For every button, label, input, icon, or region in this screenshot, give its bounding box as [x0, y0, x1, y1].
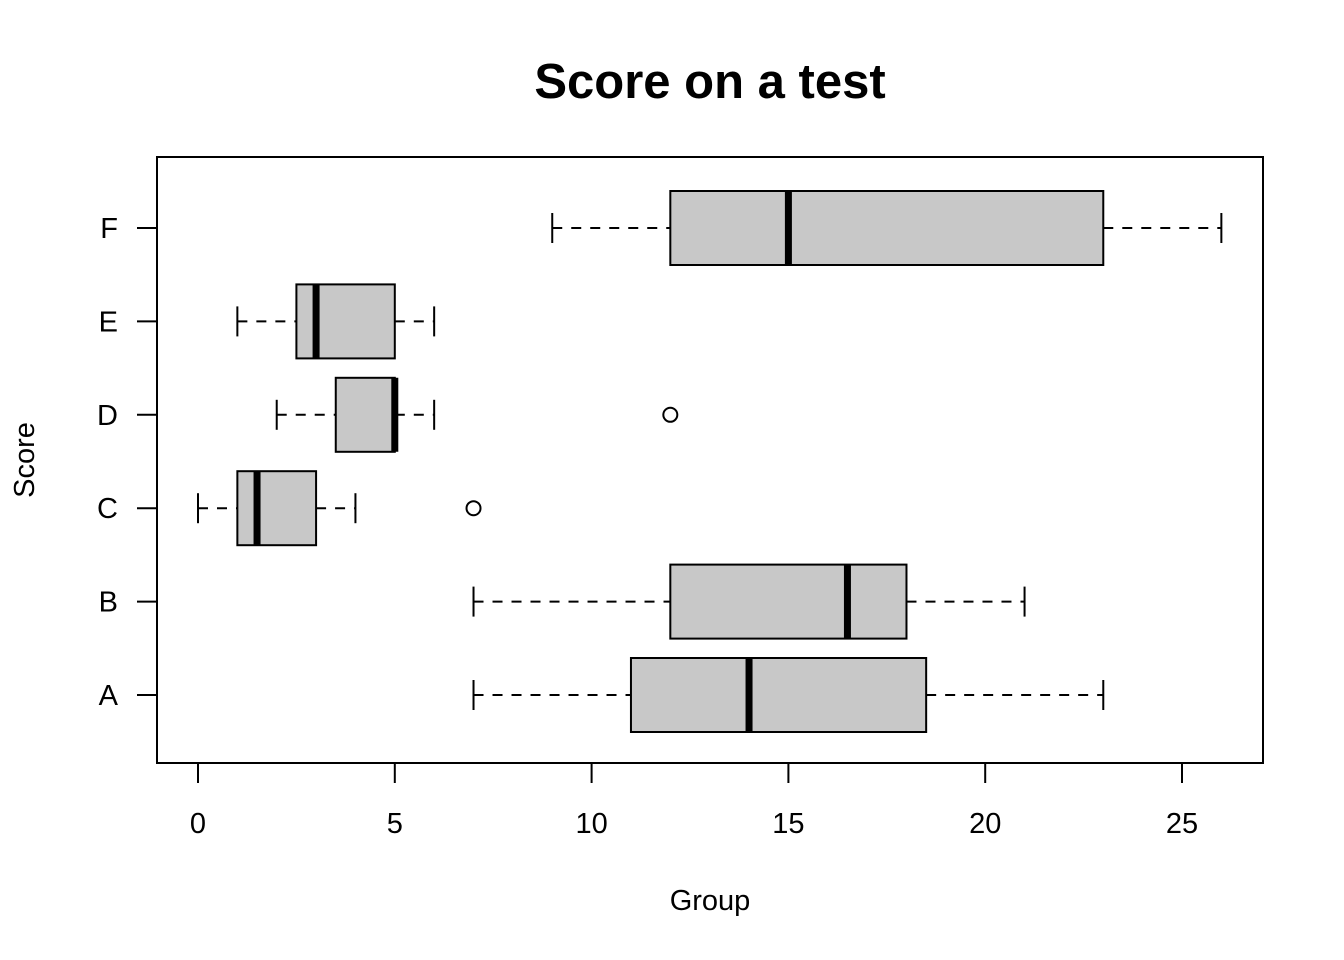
box-D [275, 376, 679, 453]
box-iqr [236, 470, 318, 547]
y-tick-label: B [99, 587, 118, 619]
x-tick-label: 10 [575, 808, 607, 840]
box-group [197, 190, 1223, 733]
box-iqr [295, 283, 396, 360]
outlier-point [662, 406, 679, 423]
chart-title: Score on a test [534, 55, 885, 109]
x-axis: 0 5 10 15 20 25 [190, 762, 1198, 840]
outlier-point [465, 500, 482, 517]
box-C [197, 470, 482, 547]
x-tick-label: 5 [387, 808, 403, 840]
box-B [472, 563, 1026, 640]
y-tick-label: C [97, 493, 118, 525]
x-axis-label: Group [670, 885, 751, 917]
box-E [236, 283, 436, 360]
box-A [472, 657, 1105, 733]
box-iqr [669, 190, 1105, 266]
y-tick-label: E [99, 306, 118, 338]
x-tick-label: 0 [190, 808, 206, 840]
x-tick-label: 15 [772, 808, 804, 840]
box-iqr [669, 563, 908, 640]
y-axis-label: Score [9, 422, 41, 498]
box-iqr [334, 376, 396, 453]
y-tick-label: D [97, 400, 118, 432]
box-F [551, 190, 1223, 266]
x-tick-label: 25 [1166, 808, 1198, 840]
y-axis: A B C D E F [97, 213, 157, 712]
y-tick-label: F [100, 213, 118, 245]
box-iqr [629, 657, 928, 733]
x-tick-label: 20 [969, 808, 1001, 840]
y-tick-label: A [99, 680, 119, 712]
